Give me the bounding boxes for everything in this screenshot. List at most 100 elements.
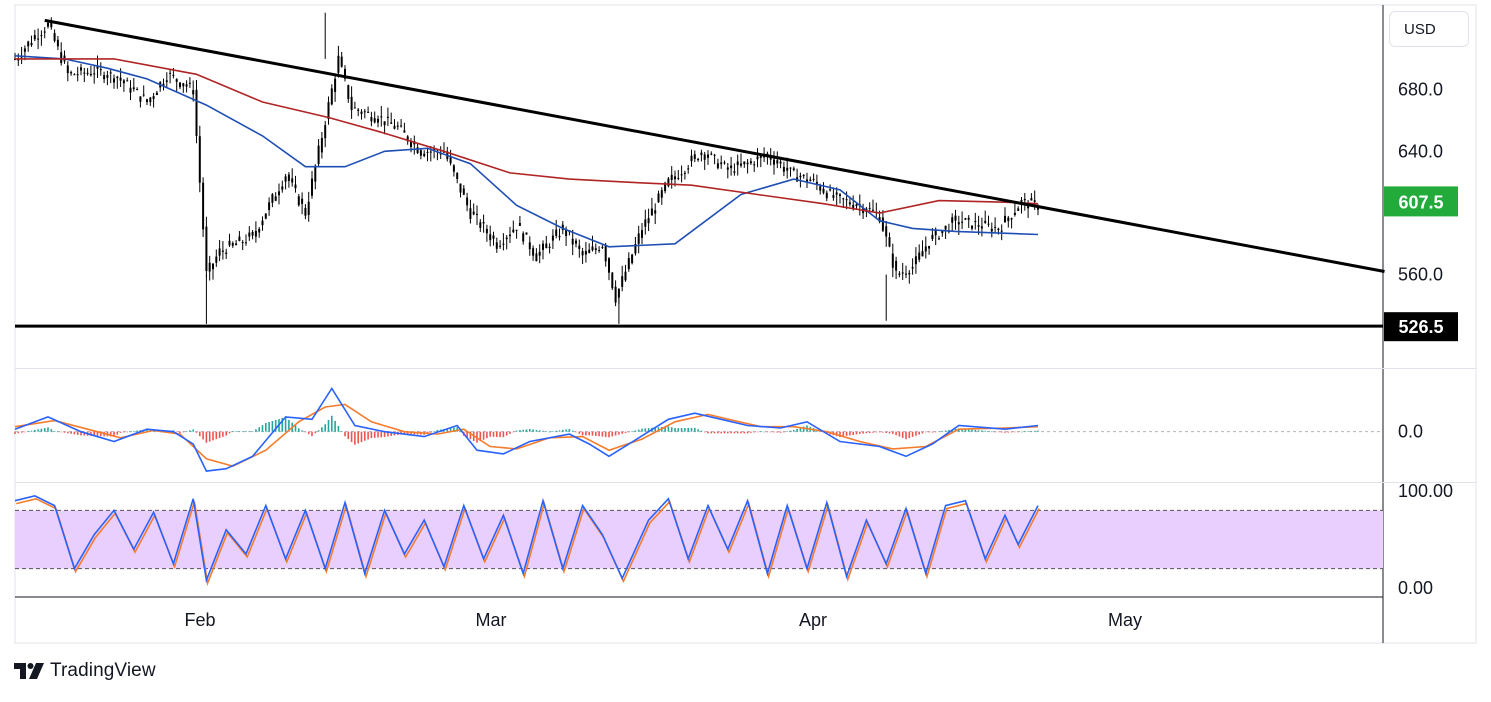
macd-hist-bar (311, 431, 313, 437)
candle-body (103, 75, 106, 80)
macd-hist-bar (205, 431, 208, 443)
macd-hist-bar (113, 431, 115, 437)
candle-body (73, 74, 76, 76)
candle-body (951, 217, 954, 223)
macd-hist-bar (430, 431, 432, 433)
macd-hist-bar (882, 431, 884, 433)
macd-hist-bar (367, 431, 369, 440)
macd-hist-bar (284, 417, 287, 432)
time-axis-label-apr: Apr (799, 610, 827, 630)
candle-body (621, 276, 624, 287)
macd-hist-bar (944, 430, 947, 432)
currency-selector[interactable]: USD (1389, 11, 1469, 47)
candle-body (627, 257, 630, 270)
macd-hist-bar (519, 430, 521, 432)
macd-hist-bar (667, 426, 670, 432)
macd-hist-bar (195, 431, 198, 433)
candle-body (83, 72, 86, 74)
current-price-badge (1384, 186, 1458, 217)
macd-hist-bar (373, 431, 376, 438)
macd-hist-bar (892, 431, 894, 434)
candle-body (370, 117, 373, 122)
candle-body (248, 232, 251, 237)
candle-body (254, 230, 257, 237)
candle-body (716, 163, 719, 169)
candle-body (317, 145, 320, 164)
macd-hist-bar (938, 431, 940, 433)
macd-hist-bar (538, 430, 541, 432)
macd-hist-bar (100, 431, 102, 437)
macd-hist-bar (238, 431, 241, 432)
candle-body (476, 213, 478, 215)
macd-hist-bar (578, 431, 581, 434)
candle-body (891, 253, 894, 268)
macd-hist-bar (334, 420, 336, 432)
macd-hist-bar (647, 428, 650, 432)
macd-hist-bar (941, 430, 944, 432)
candle-body (720, 162, 723, 165)
candles (14, 12, 1039, 324)
candle-body (212, 263, 214, 270)
candle-body (146, 99, 148, 103)
candle-body (670, 174, 673, 181)
macd-hist-bar (222, 431, 224, 437)
candle-body (43, 31, 46, 33)
candle-body (149, 97, 152, 103)
candle-body (815, 181, 818, 185)
support-price-badge (1384, 312, 1458, 342)
macd-hist-bar (307, 431, 310, 435)
candle-body (509, 234, 511, 237)
candle-body (337, 55, 340, 73)
candle-body (667, 178, 670, 187)
candle-body (96, 65, 99, 69)
candle-body (89, 73, 92, 76)
candle-body (911, 267, 914, 269)
candle-body (746, 162, 749, 165)
macd-hist-bar (862, 431, 864, 434)
macd-hist-bar (502, 431, 505, 438)
candle-body (802, 175, 805, 177)
macd-hist-bar (542, 430, 544, 432)
candle-body (994, 226, 997, 228)
candle-body (786, 167, 789, 171)
macd-hist-bar (707, 431, 709, 434)
macd-hist-bar (637, 429, 640, 432)
ma_fast-line (14, 55, 1039, 248)
macd-hist-bar (324, 424, 326, 432)
macd-hist-bar (628, 431, 630, 433)
macd-hist-bar (486, 431, 488, 439)
price-tick-label-1: 640.0 (1398, 141, 1443, 161)
candle-body (116, 76, 119, 79)
candle-body (687, 168, 690, 170)
candle-body (664, 182, 667, 192)
macd-hist-bar (199, 431, 201, 437)
macd-hist-bar (608, 431, 610, 438)
candle-body (380, 116, 383, 118)
candle-body (225, 252, 228, 254)
candle-body (363, 111, 366, 113)
macd-hist-bar (298, 428, 300, 432)
candle-body (535, 253, 538, 262)
macd-hist-bar (232, 431, 234, 432)
candle-body (228, 240, 231, 246)
candle-body (129, 87, 132, 93)
macd-hist-bar (317, 430, 320, 432)
candle-body (584, 250, 587, 255)
candle-body (650, 208, 653, 216)
macd-hist-bar (680, 428, 683, 432)
candle-body (792, 168, 795, 170)
candle-body (99, 69, 102, 71)
macd-hist-bar (535, 429, 538, 432)
candle-body (241, 242, 244, 244)
macd-hist-bar (50, 429, 53, 432)
macd-hist-bar (915, 431, 917, 436)
candle-body (231, 243, 234, 246)
candle-body (697, 159, 700, 161)
macd-hist-bar (908, 431, 911, 439)
candle-body (660, 190, 663, 198)
macd-hist-bar (34, 430, 36, 432)
candle-body (235, 243, 238, 246)
brand[interactable]: TradingView (14, 658, 156, 684)
candle-body (977, 225, 980, 227)
